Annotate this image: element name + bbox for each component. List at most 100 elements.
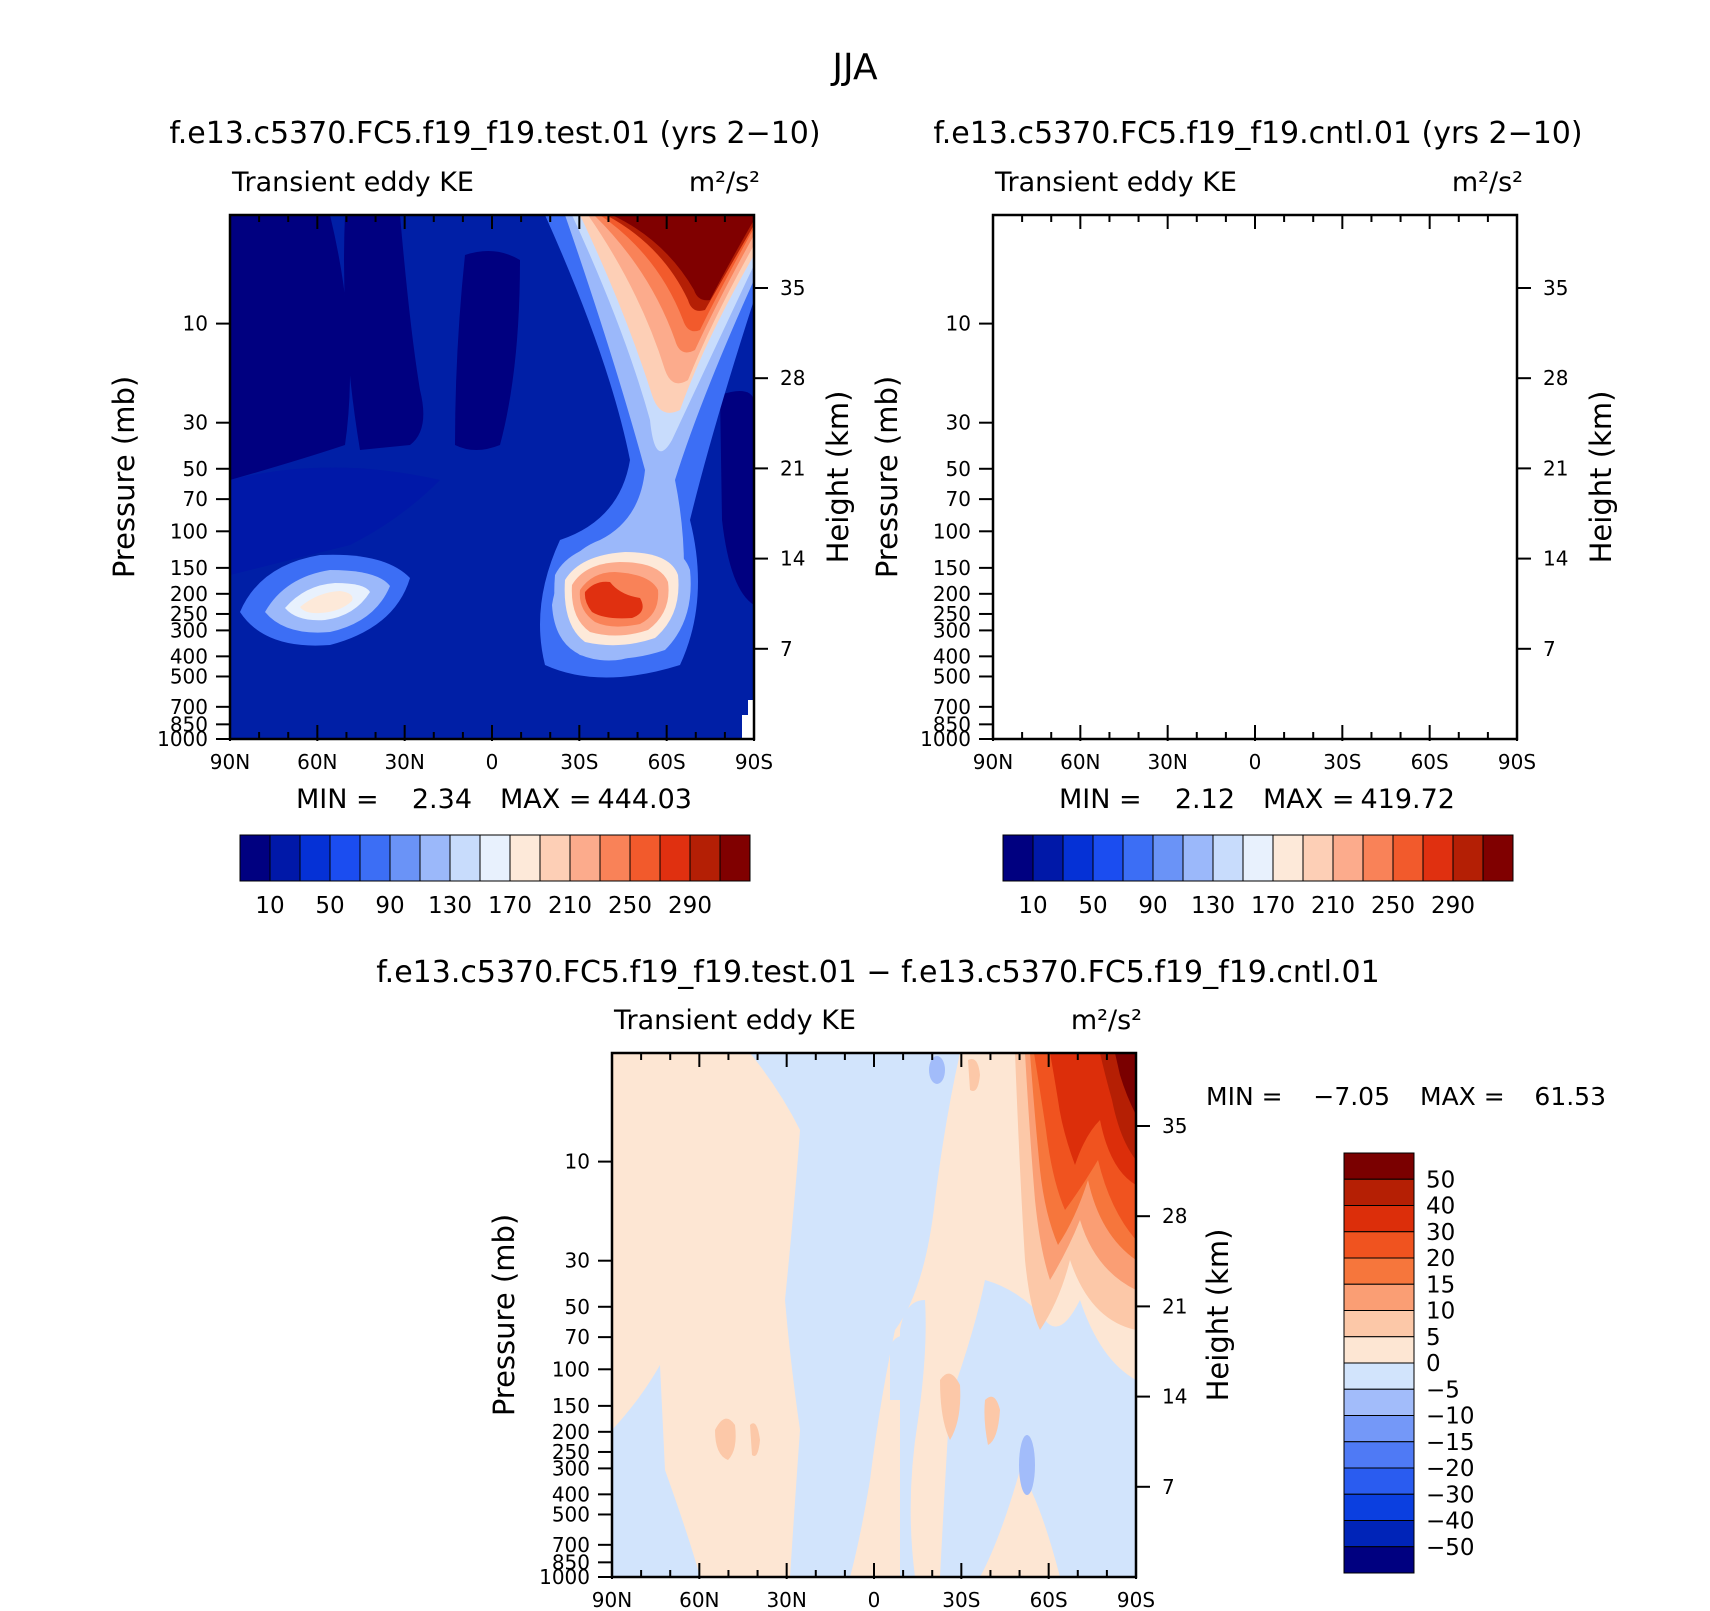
colorbar: 10 50 90 130 170 210 250 290	[1002, 834, 1514, 919]
y-tick-label: 400	[552, 1482, 590, 1506]
contour-level-6	[1345, 215, 1517, 397]
colorbar-swatch	[569, 834, 601, 882]
colorbar-label: −15	[1426, 1430, 1475, 1456]
x-tick-label: 90N	[210, 750, 250, 774]
colorbar-swatch	[1212, 834, 1244, 882]
min-value: 2.12	[1175, 784, 1235, 815]
contour-level-0	[230, 215, 350, 480]
contour-level-10	[584, 581, 643, 619]
y-axis-title: Pressure (mb)	[870, 376, 904, 578]
positive-region	[984, 1396, 1000, 1445]
x-tick-label: 90S	[735, 750, 773, 774]
y-tick-label: 50	[946, 457, 971, 481]
y-tick-label: 250	[933, 602, 971, 626]
colorbar-swatch	[1362, 834, 1394, 882]
x-tick-label: 30N	[1147, 750, 1187, 774]
colorbar-swatch	[1343, 1178, 1415, 1206]
colorbar-label: 290	[1431, 893, 1475, 919]
field-background	[993, 215, 1517, 739]
x-tick-label: 60N	[679, 1588, 719, 1611]
colorbar-swatch	[329, 834, 361, 882]
colorbar-label: −40	[1426, 1509, 1475, 1535]
colorbar-swatch	[1343, 1467, 1415, 1495]
colorbar: 10 50 90 130 170 210 250 290	[239, 834, 751, 919]
colorbar-swatch	[419, 834, 451, 882]
colorbar-label: −30	[1426, 1482, 1475, 1508]
y-tick-label: 250	[170, 602, 208, 626]
colorbar-swatch	[1452, 834, 1484, 882]
colorbar-label: −20	[1426, 1456, 1475, 1482]
y-tick-label: 50	[565, 1295, 590, 1319]
y-tick-label: 500	[933, 664, 971, 688]
y2-tick-label: 14	[1162, 1385, 1187, 1409]
colorbar-swatch	[359, 834, 391, 882]
contour-level-3	[1317, 540, 1453, 659]
colorbar-label: 50	[1426, 1167, 1455, 1193]
axes: 90N 60N 30N 0 30S 60S 90S103050701001502002503…	[539, 1053, 1187, 1611]
units-label: m²/s²	[1452, 167, 1523, 198]
y-tick-label: 10	[946, 312, 971, 336]
x-tick-label: 60N	[297, 750, 337, 774]
colorbar-label: 250	[1371, 893, 1415, 919]
y2-tick-label: 7	[1543, 637, 1556, 661]
contour-level-9	[1363, 215, 1517, 326]
colorbar-label: 170	[1251, 893, 1295, 919]
colorbar-swatch	[1422, 834, 1454, 882]
colorbar-swatch	[1032, 834, 1064, 882]
y2-tick-label: 28	[780, 366, 805, 390]
colorbar-swatch	[1182, 834, 1214, 882]
negative-region	[940, 1280, 1136, 1577]
max-label: MAX =	[1263, 784, 1354, 815]
contour-level-8	[1343, 572, 1421, 627]
axes: 90N 60N 30N 0 30S 60S 90S103050701001502002503…	[920, 215, 1568, 774]
plot-frame	[991, 213, 1519, 741]
colorbar-label: 10	[1018, 893, 1047, 919]
y-tick-label: 700	[170, 695, 208, 719]
topography-mask	[1505, 715, 1517, 740]
y-tick-label: 10	[565, 1150, 590, 1174]
contour-level-10	[1348, 582, 1406, 619]
colorbar-swatch	[689, 834, 721, 882]
y2-axis-title: Height (km)	[1584, 391, 1618, 564]
x-tick-label: 60S	[648, 750, 686, 774]
x-tick-label: 60N	[1060, 750, 1100, 774]
colorbar-swatch	[1343, 1388, 1415, 1416]
colorbar-swatch	[509, 834, 541, 882]
colorbar-swatch	[1002, 834, 1034, 882]
panel-title: f.e13.c5370.FC5.f19_f19.test.01 − f.e13.…	[376, 955, 1379, 990]
x-tick-label: 30S	[1323, 750, 1361, 774]
colorbar-label: 15	[1426, 1272, 1455, 1298]
negative-region	[891, 1335, 923, 1359]
y-tick-label: 700	[933, 695, 971, 719]
y-tick-label: 150	[552, 1394, 590, 1418]
y-tick-label: 100	[933, 519, 971, 543]
y-axis-title: Pressure (mb)	[107, 376, 141, 578]
y2-tick-label: 7	[1162, 1475, 1175, 1499]
heatmap-field	[230, 215, 754, 739]
contour-level-3	[1315, 215, 1517, 661]
colorbar-label: 10	[1426, 1299, 1455, 1325]
x-tick-label: 90S	[1498, 750, 1536, 774]
colorbar-label: 30	[1426, 1220, 1455, 1246]
y2-tick-label: 21	[780, 456, 805, 480]
negative-region	[750, 1053, 960, 1577]
colorbar-swatch	[1272, 834, 1304, 882]
panel-difference: f.e13.c5370.FC5.f19_f19.test.01 − f.e13.…	[376, 955, 1606, 1611]
y-tick-label: 500	[170, 664, 208, 688]
panel-title: f.e13.c5370.FC5.f19_f19.test.01 (yrs 2−1…	[169, 116, 820, 151]
contour-level-0	[455, 251, 520, 450]
y2-tick-label: 14	[780, 547, 805, 571]
contour-level-5	[1328, 552, 1442, 645]
contour-level-10	[1369, 215, 1517, 306]
panel-title: f.e13.c5370.FC5.f19_f19.cntl.01 (yrs 2−1…	[933, 116, 1582, 151]
y-tick-label: 200	[933, 582, 971, 606]
x-tick-label: 60S	[1411, 750, 1449, 774]
min-label: MIN =	[1206, 1082, 1283, 1111]
y-tick-label: 300	[170, 618, 208, 642]
y-tick-label: 100	[170, 519, 208, 543]
colorbar-label: −10	[1426, 1404, 1475, 1430]
x-tick-label: 30N	[384, 750, 424, 774]
colorbar-swatch	[599, 834, 631, 882]
colorbar-label: −5	[1426, 1377, 1460, 1403]
